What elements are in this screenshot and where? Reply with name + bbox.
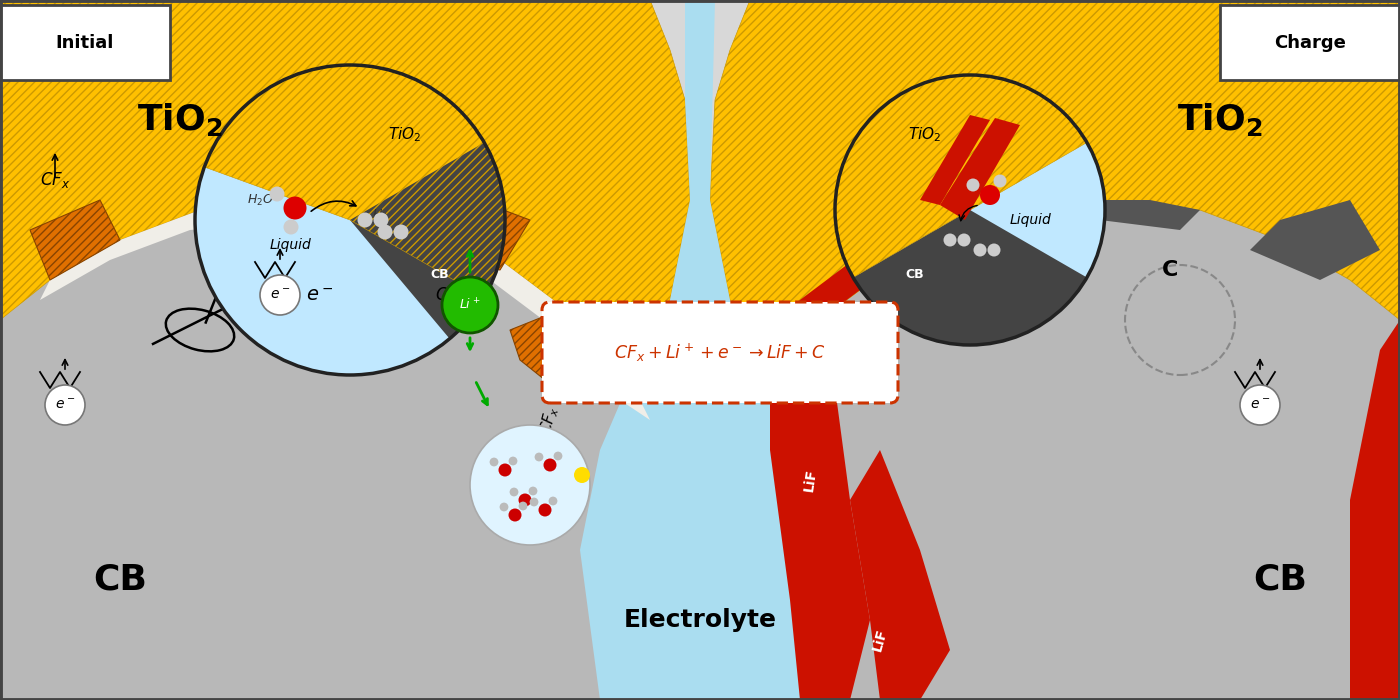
Circle shape [45,385,85,425]
Polygon shape [379,190,531,270]
Text: $e^-$: $e^-$ [1250,398,1270,412]
Text: $Li^+$: $Li^+$ [459,298,480,313]
Circle shape [958,234,970,246]
Circle shape [1240,385,1280,425]
Text: CB: CB [1253,563,1308,597]
Text: $e^-$: $e^-$ [307,286,333,304]
Text: CB: CB [92,563,147,597]
FancyBboxPatch shape [542,302,897,403]
Polygon shape [1250,200,1380,280]
Polygon shape [834,75,1086,277]
Text: $\mathbf{TiO_2}$: $\mathbf{TiO_2}$ [137,102,223,139]
Circle shape [834,75,1105,345]
Text: $H_2$: $H_2$ [372,207,388,223]
Text: CB: CB [431,269,449,281]
Text: $CF_x$: $CF_x$ [41,170,70,190]
Polygon shape [1350,320,1400,700]
Circle shape [994,174,1007,188]
Polygon shape [710,0,1400,380]
Circle shape [549,496,557,505]
FancyBboxPatch shape [0,5,169,80]
Text: $e^-$: $e^-$ [55,398,76,412]
Polygon shape [580,0,820,700]
Circle shape [269,186,284,202]
Text: $TiO_2$: $TiO_2$ [909,126,942,144]
Circle shape [378,225,392,239]
Circle shape [442,277,498,333]
Circle shape [944,234,956,246]
Polygon shape [755,240,900,380]
Polygon shape [881,200,1200,320]
Circle shape [470,425,589,545]
Text: $CF_x$: $CF_x$ [538,404,563,436]
Polygon shape [0,0,690,380]
Polygon shape [41,200,650,420]
Text: $\mathbf{TiO_2}$: $\mathbf{TiO_2}$ [1177,102,1263,139]
Polygon shape [350,143,505,339]
Text: $H_2O$: $H_2O$ [246,193,273,207]
Polygon shape [750,200,1400,700]
Text: Charge: Charge [1274,34,1345,52]
FancyBboxPatch shape [1219,5,1400,80]
Polygon shape [850,450,951,700]
Circle shape [357,213,372,228]
Text: LiF: LiF [871,627,890,653]
Circle shape [283,220,298,235]
Text: $CF_x+Li^++e^- \rightarrow LiF+C$: $CF_x+Li^++e^- \rightarrow LiF+C$ [615,342,826,364]
Text: Initial: Initial [56,34,115,52]
Circle shape [260,275,300,315]
Text: $CF_x$: $CF_x$ [435,285,465,305]
Polygon shape [29,200,120,280]
Circle shape [374,213,389,228]
Circle shape [574,467,589,483]
Circle shape [498,463,511,477]
Text: Electrolyte: Electrolyte [623,608,777,632]
Circle shape [508,508,521,522]
Circle shape [500,503,508,512]
Text: Liquid: Liquid [269,238,311,252]
Circle shape [535,453,543,461]
Polygon shape [0,200,650,700]
Circle shape [518,494,532,507]
Text: $e^-$: $e^-$ [270,288,290,302]
Circle shape [966,178,980,192]
Circle shape [987,244,1001,256]
Text: LiF: LiF [801,468,819,492]
Circle shape [508,456,518,466]
Circle shape [529,486,538,496]
Text: Liquid: Liquid [1009,213,1051,227]
Circle shape [973,244,987,256]
Circle shape [553,452,563,461]
Polygon shape [510,310,610,400]
Text: CB: CB [906,269,924,281]
Polygon shape [204,65,505,298]
Text: $TiO_2$: $TiO_2$ [388,126,421,144]
Circle shape [510,488,518,496]
Circle shape [490,458,498,466]
Polygon shape [939,118,1021,220]
Polygon shape [770,320,869,700]
Polygon shape [920,115,990,205]
Circle shape [543,458,557,472]
Circle shape [529,498,539,506]
Circle shape [518,502,528,510]
Circle shape [393,225,409,239]
Circle shape [539,503,552,517]
Polygon shape [853,210,1086,345]
Circle shape [283,197,307,220]
Circle shape [980,185,1000,205]
Circle shape [195,65,505,375]
Text: C: C [1162,260,1179,280]
